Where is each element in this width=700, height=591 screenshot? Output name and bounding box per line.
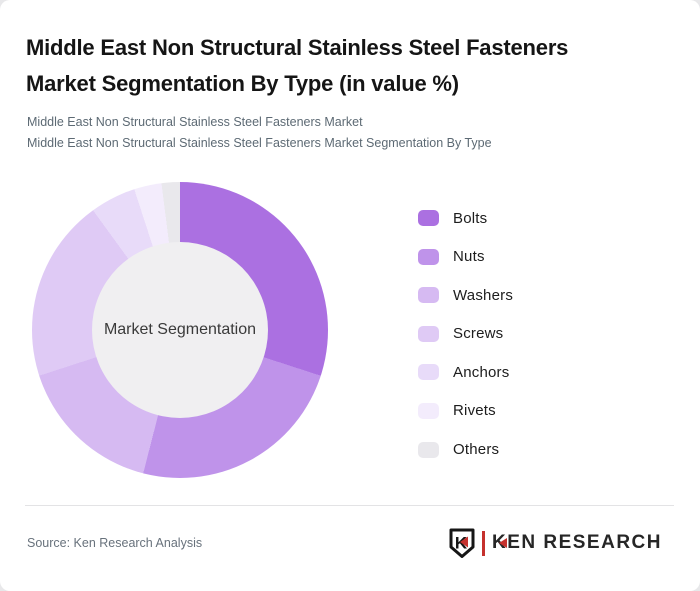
- brand-rest: EN RESEARCH: [507, 532, 662, 553]
- legend-item-washers: Washers: [418, 284, 513, 306]
- legend-item-rivets: Rivets: [418, 400, 513, 422]
- source-text: Source: Ken Research Analysis: [27, 536, 203, 550]
- legend-item-screws: Screws: [418, 323, 513, 345]
- donut-chart: Market Segmentation: [32, 182, 328, 478]
- ken-research-logo: K K EN RESEARCH: [447, 527, 662, 559]
- logo-separator: [481, 530, 485, 556]
- legend-swatch: [418, 441, 439, 458]
- legend-label: Screws: [453, 325, 504, 343]
- chart-subtitle: Middle East Non Structural Stainless Ste…: [27, 112, 667, 154]
- page-title-line-1: Middle East Non Structural Stainless Ste…: [26, 35, 569, 60]
- logo-shield-icon: K: [449, 528, 475, 558]
- legend-label: Others: [453, 441, 500, 459]
- chart-subtitle-line-2: Middle East Non Structural Stainless Ste…: [27, 136, 492, 150]
- legend-label: Anchors: [453, 363, 510, 381]
- page-title: Middle East Non Structural Stainless Ste…: [26, 30, 686, 102]
- legend-item-others: Others: [418, 439, 513, 461]
- legend-label: Washers: [453, 286, 514, 304]
- legend-swatch: [418, 402, 439, 419]
- donut-center-label: Market Segmentation: [103, 321, 257, 338]
- legend-item-bolts: Bolts: [418, 207, 513, 229]
- legend-item-nuts: Nuts: [418, 246, 513, 268]
- legend-label: Rivets: [453, 402, 496, 420]
- brand-text: K EN RESEARCH: [492, 532, 662, 554]
- brand-k-letter: K: [491, 532, 508, 553]
- page-title-line-2: Market Segmentation By Type (in value %): [26, 71, 459, 96]
- footer-divider: [25, 505, 674, 506]
- chart-legend: Bolts Nuts Washers Screws Anchors Rivets Other…: [418, 207, 513, 477]
- legend-swatch: [418, 364, 439, 381]
- legend-swatch: [418, 325, 439, 342]
- legend-item-anchors: Anchors: [418, 361, 513, 383]
- legend-label: Bolts: [453, 209, 488, 227]
- legend-label: Nuts: [453, 248, 485, 266]
- legend-swatch: [418, 287, 439, 304]
- red-triangle-icon: [498, 538, 507, 548]
- logo-badge-letter: K: [455, 534, 468, 553]
- chart-subtitle-line-1: Middle East Non Structural Stainless Ste…: [27, 115, 363, 129]
- donut-center: Market Segmentation: [92, 242, 268, 418]
- badge-red-triangle-icon: [459, 536, 468, 548]
- legend-swatch: [418, 210, 439, 226]
- legend-swatch: [418, 248, 439, 265]
